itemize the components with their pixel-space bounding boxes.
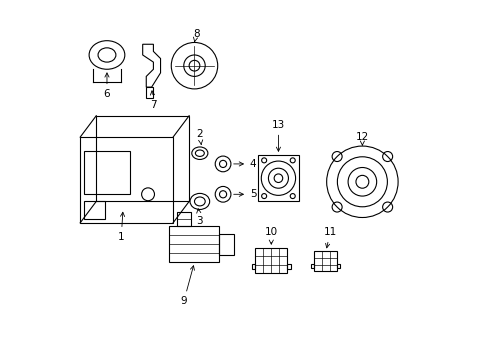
Text: 10: 10	[264, 227, 277, 244]
Text: 5: 5	[233, 189, 256, 199]
Text: 9: 9	[180, 266, 194, 306]
Text: 2: 2	[196, 129, 203, 144]
Text: 4: 4	[233, 159, 256, 169]
Text: 12: 12	[355, 132, 368, 145]
Text: 11: 11	[323, 227, 336, 248]
Text: 3: 3	[196, 209, 203, 226]
Text: 1: 1	[118, 212, 124, 242]
Text: 6: 6	[103, 73, 110, 99]
Text: 13: 13	[271, 120, 285, 151]
Text: 7: 7	[150, 91, 156, 110]
Text: 8: 8	[193, 28, 199, 42]
